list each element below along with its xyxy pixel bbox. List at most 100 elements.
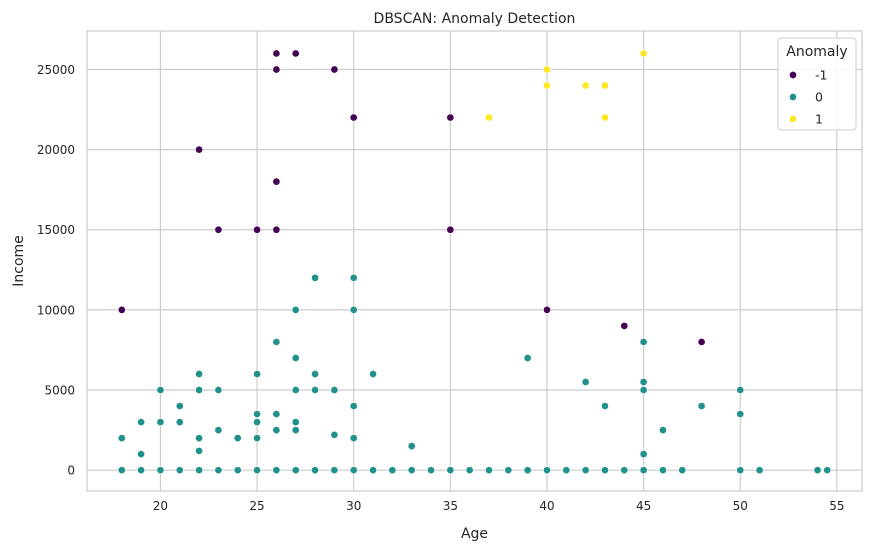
data-point	[291, 353, 300, 363]
data-point	[117, 434, 126, 443]
data-point	[581, 377, 590, 387]
x-tick-labels: 20 25 30 35 40 45 50 55	[153, 499, 845, 513]
data-point	[736, 385, 745, 395]
data-point	[175, 402, 184, 411]
data-point	[175, 466, 184, 475]
data-point	[175, 418, 184, 427]
data-point	[214, 426, 223, 435]
data-point	[755, 466, 764, 475]
y-tick-label: 0	[67, 464, 75, 478]
data-point	[658, 466, 667, 475]
data-point	[311, 385, 320, 395]
data-point	[311, 466, 320, 475]
data-point	[600, 81, 610, 90]
data-point	[272, 177, 281, 186]
y-tick-label: 15000	[37, 223, 75, 237]
data-point	[639, 385, 648, 395]
data-point	[195, 434, 204, 443]
data-point	[214, 466, 223, 475]
data-point	[542, 65, 552, 74]
plot-frame	[86, 30, 863, 492]
data-point	[253, 466, 262, 475]
data-point	[253, 369, 262, 379]
data-point	[639, 466, 648, 475]
data-point	[407, 466, 416, 475]
y-tick-label: 10000	[37, 303, 75, 317]
x-tick-label: 25	[249, 499, 264, 513]
y-tick-label: 5000	[44, 384, 75, 398]
data-point	[349, 402, 358, 411]
data-point	[156, 466, 165, 475]
data-point	[600, 466, 610, 475]
x-tick-label: 30	[346, 499, 361, 513]
plot-area	[87, 31, 862, 491]
data-point	[272, 466, 281, 475]
data-point	[311, 369, 320, 379]
data-point	[349, 466, 358, 475]
data-point	[233, 466, 242, 475]
data-point	[407, 442, 416, 451]
data-point	[291, 418, 300, 427]
data-point	[195, 446, 204, 455]
legend: Anomaly -1 0 1	[777, 37, 857, 131]
data-point	[156, 385, 165, 395]
data-point	[368, 369, 378, 379]
data-point	[639, 377, 648, 387]
data-point	[214, 225, 223, 234]
data-point	[600, 113, 610, 122]
data-point	[678, 466, 687, 475]
legend-label: -1	[815, 68, 827, 83]
data-point	[639, 337, 648, 346]
y-axis-label: Income	[11, 235, 27, 287]
data-point	[465, 466, 474, 475]
data-point	[253, 418, 262, 427]
x-tick-label: 35	[443, 499, 458, 513]
data-point	[823, 466, 832, 475]
data-point	[388, 466, 397, 475]
data-point	[272, 225, 281, 234]
data-point	[291, 305, 300, 314]
data-point	[484, 466, 494, 475]
data-point	[581, 466, 590, 475]
data-point	[253, 434, 262, 443]
data-point	[291, 385, 300, 395]
y-tick-label: 20000	[37, 143, 75, 157]
data-point	[446, 466, 455, 475]
chart-title: DBSCAN: Anomaly Detection	[374, 11, 576, 27]
data-point	[117, 466, 126, 475]
data-point	[233, 434, 242, 443]
data-point	[349, 305, 358, 314]
x-axis-label: Age	[461, 526, 488, 542]
data-point	[117, 305, 126, 314]
data-point	[813, 466, 822, 475]
legend-marker	[788, 114, 798, 124]
data-point	[736, 410, 745, 419]
data-point	[446, 225, 455, 234]
data-point	[349, 273, 358, 282]
data-point	[195, 145, 204, 154]
data-point	[697, 337, 706, 346]
data-point	[639, 450, 648, 459]
legend-marker	[788, 70, 798, 80]
data-point	[484, 113, 494, 122]
x-tick-label: 20	[153, 499, 168, 513]
legend-label: 0	[815, 90, 823, 105]
data-point	[349, 434, 358, 443]
legend-marker	[788, 92, 798, 102]
data-point	[349, 113, 358, 122]
y-tick-labels: 0 5000 10000 15000 20000 25000	[37, 63, 75, 478]
data-point	[600, 402, 610, 411]
data-point	[620, 466, 629, 475]
data-point	[542, 305, 552, 314]
x-tick-label: 55	[829, 499, 844, 513]
data-point	[330, 466, 339, 475]
data-point	[658, 426, 667, 435]
data-point	[330, 385, 339, 395]
data-point	[330, 430, 339, 439]
data-point	[291, 466, 300, 475]
data-point	[272, 410, 281, 419]
data-point	[272, 337, 281, 346]
legend-items: -1 0 1	[788, 68, 827, 127]
data-point	[137, 466, 146, 475]
